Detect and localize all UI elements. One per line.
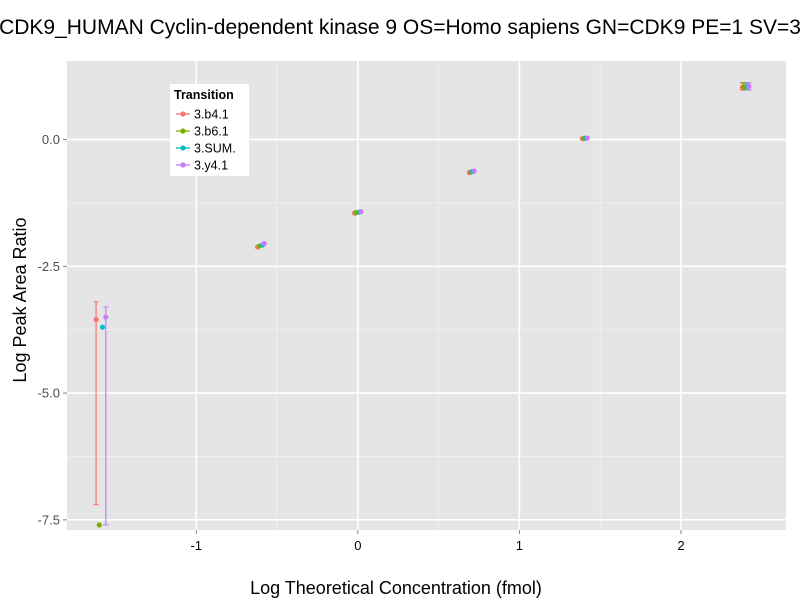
legend-key-point: [180, 162, 186, 168]
x-tick-label: 0: [354, 538, 361, 553]
legend-key-point: [180, 111, 186, 117]
x-axis-label: Log Theoretical Concentration (fmol): [250, 578, 542, 598]
x-tick-label: -1: [190, 538, 202, 553]
legend-label: 3.SUM.: [194, 142, 236, 156]
legend-key-point: [180, 128, 186, 134]
data-point: [471, 168, 477, 174]
y-tick-label: -5.0: [38, 386, 60, 401]
y-tick-label: 0.0: [42, 132, 60, 147]
data-point: [103, 314, 109, 320]
legend-label: 3.b4.1: [194, 108, 229, 122]
y-tick-label: -2.5: [38, 259, 60, 274]
data-point: [99, 324, 106, 330]
data-layer: [93, 82, 752, 528]
data-point: [93, 316, 99, 323]
legend-label: 3.y4.1: [194, 159, 228, 173]
data-point: [96, 522, 102, 528]
legend-key-point: [180, 145, 186, 151]
data-point: [584, 135, 590, 141]
legend-title: Transition: [174, 88, 234, 102]
legend-label: 3.b6.1: [194, 125, 229, 139]
data-point: [261, 240, 267, 247]
chart-title: CDK9_HUMAN Cyclin-dependent kinase 9 OS=…: [0, 16, 800, 39]
y-tick-label: -7.5: [38, 512, 60, 527]
data-point: [746, 83, 752, 89]
x-tick-label: 1: [516, 538, 523, 553]
data-point: [358, 208, 364, 215]
y-axis-label: Log Peak Area Ratio: [10, 217, 30, 382]
x-tick-label: 2: [677, 538, 684, 553]
